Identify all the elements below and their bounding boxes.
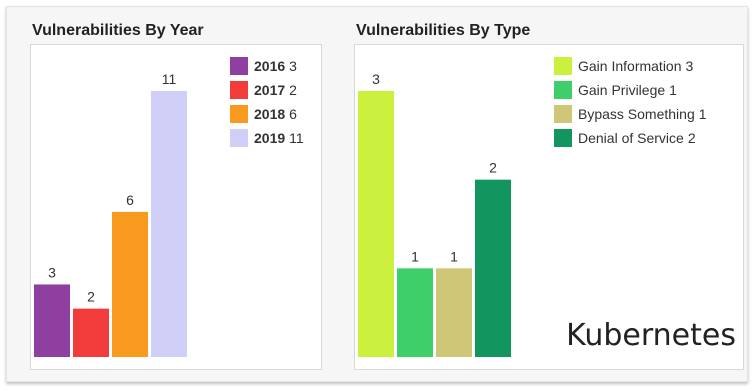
bar-data-label: 2 [489, 160, 497, 176]
legend-value: 3 [685, 58, 694, 74]
year-legend-item[interactable]: 2019 11 [230, 126, 304, 150]
bar-2016[interactable] [34, 284, 70, 357]
bar-2018[interactable] [112, 211, 148, 357]
year-chart-title: Vulnerabilities By Year [32, 22, 204, 39]
bar-denial-of-service[interactable] [475, 179, 511, 357]
legend-name: Denial of Service [578, 130, 684, 146]
legend-swatch [230, 81, 248, 99]
year-legend-item[interactable]: 2016 3 [230, 54, 304, 78]
bar-data-label: 6 [126, 192, 134, 208]
type-legend-item[interactable]: Bypass Something 1 [554, 102, 707, 126]
legend-swatch [554, 105, 572, 123]
year-bar-chart: 3 2 6 11 [34, 71, 187, 357]
legend-swatch [230, 105, 248, 123]
bar-data-label: 3 [372, 71, 380, 87]
type-legend-item[interactable]: Gain Information 3 [554, 54, 707, 78]
bar-data-label: 1 [450, 248, 458, 264]
legend-value: 11 [289, 130, 304, 146]
year-legend-item[interactable]: 2018 6 [230, 102, 304, 126]
legend-swatch [230, 57, 248, 75]
legend-value: 6 [289, 106, 297, 122]
legend-value: 2 [687, 130, 696, 146]
bar-gain-privilege[interactable] [397, 268, 433, 357]
legend-name: 2018 [254, 106, 286, 122]
bar-bypass-something[interactable] [436, 268, 472, 357]
legend-value: 1 [698, 106, 707, 122]
legend-name: 2017 [254, 82, 286, 98]
bar-2017[interactable] [73, 308, 109, 357]
bar-data-label: 3 [48, 264, 56, 280]
kubernetes-watermark: Kubernetes [566, 318, 736, 353]
legend-swatch [554, 57, 572, 75]
legend-name: Gain Information [578, 58, 682, 74]
legend-value: 3 [289, 58, 297, 74]
year-legend: 2016 3 2017 2 2018 6 2019 11 [230, 54, 304, 150]
legend-swatch [554, 81, 572, 99]
legend-swatch [230, 129, 248, 147]
bar-data-label: 1 [411, 248, 419, 264]
year-legend-item[interactable]: 2017 2 [230, 78, 304, 102]
legend-value: 2 [289, 82, 297, 98]
type-legend-item[interactable]: Denial of Service 2 [554, 126, 707, 150]
bar-2019[interactable] [151, 91, 187, 357]
legend-name: Bypass Something [578, 106, 695, 122]
type-chart-title: Vulnerabilities By Type [356, 22, 531, 39]
legend-value: 1 [669, 82, 677, 98]
type-bar-chart: 3 1 1 2 [358, 71, 511, 357]
legend-name: Gain Privilege [578, 82, 666, 98]
type-legend: Gain Information 3 Gain Privilege 1 Bypa… [554, 54, 707, 150]
legend-swatch [554, 129, 572, 147]
legend-name: 2019 [254, 130, 286, 146]
legend-name: 2016 [254, 58, 286, 74]
bar-data-label: 2 [87, 289, 95, 305]
bar-data-label: 11 [162, 71, 177, 87]
type-legend-item[interactable]: Gain Privilege 1 [554, 78, 707, 102]
bar-gain-information[interactable] [358, 91, 394, 357]
